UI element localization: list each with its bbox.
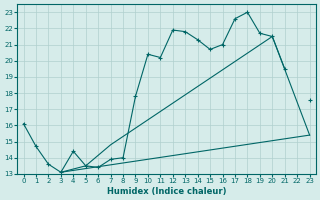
X-axis label: Humidex (Indice chaleur): Humidex (Indice chaleur) <box>107 187 226 196</box>
